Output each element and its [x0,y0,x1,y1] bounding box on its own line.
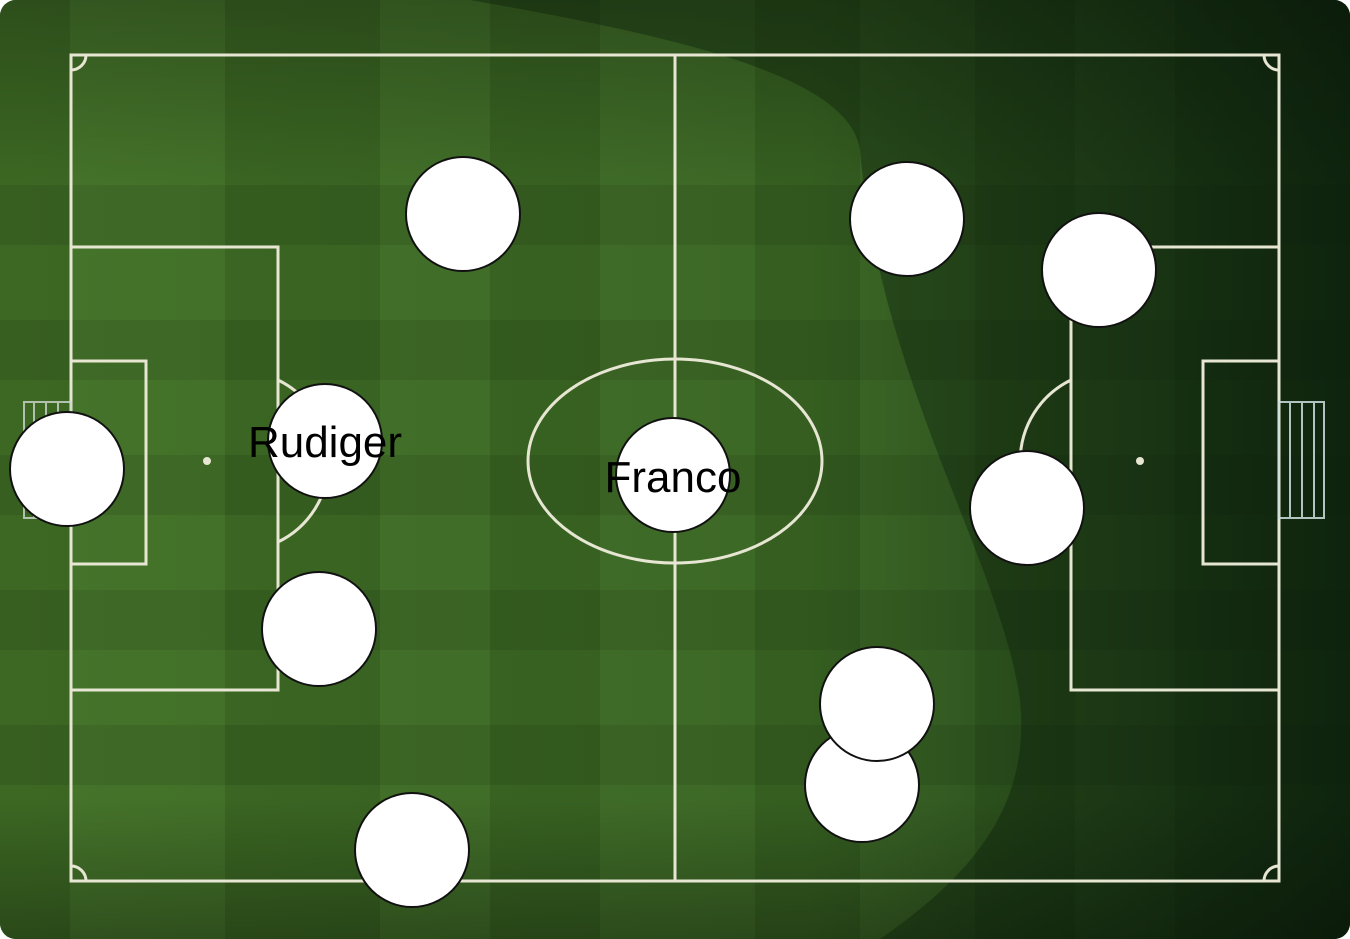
right-goal [1278,401,1325,519]
player-token-top-right[interactable] [849,161,965,277]
player-token-right-mid[interactable] [969,450,1085,566]
player-token-gk-left[interactable] [9,411,125,527]
player-token-center[interactable] [615,417,731,533]
player-token-bottom-left[interactable] [354,792,470,908]
player-token-bottom-right-upper[interactable] [819,646,935,762]
player-token-left-mid[interactable] [267,383,383,499]
player-token-top-left[interactable] [405,156,521,272]
player-token-left-low[interactable] [261,571,377,687]
player-token-right-box-top[interactable] [1041,212,1157,328]
